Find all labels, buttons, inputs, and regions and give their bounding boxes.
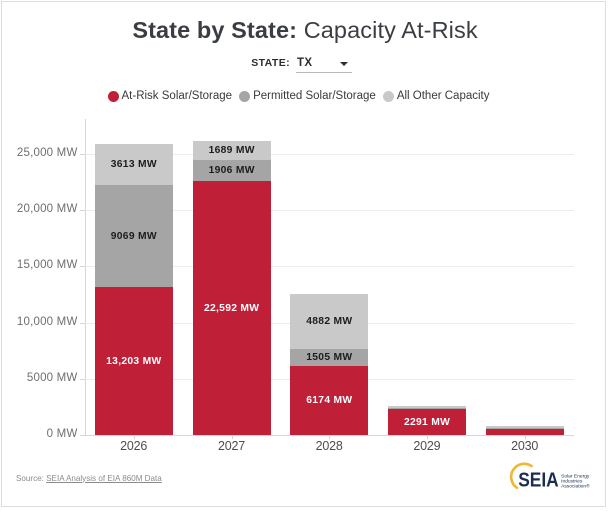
svg-text:SEIA: SEIA [518, 470, 559, 492]
svg-text:Association®: Association® [561, 483, 590, 490]
svg-text:Industries: Industries [561, 478, 583, 484]
svg-text:Solar Energy: Solar Energy [561, 473, 590, 479]
